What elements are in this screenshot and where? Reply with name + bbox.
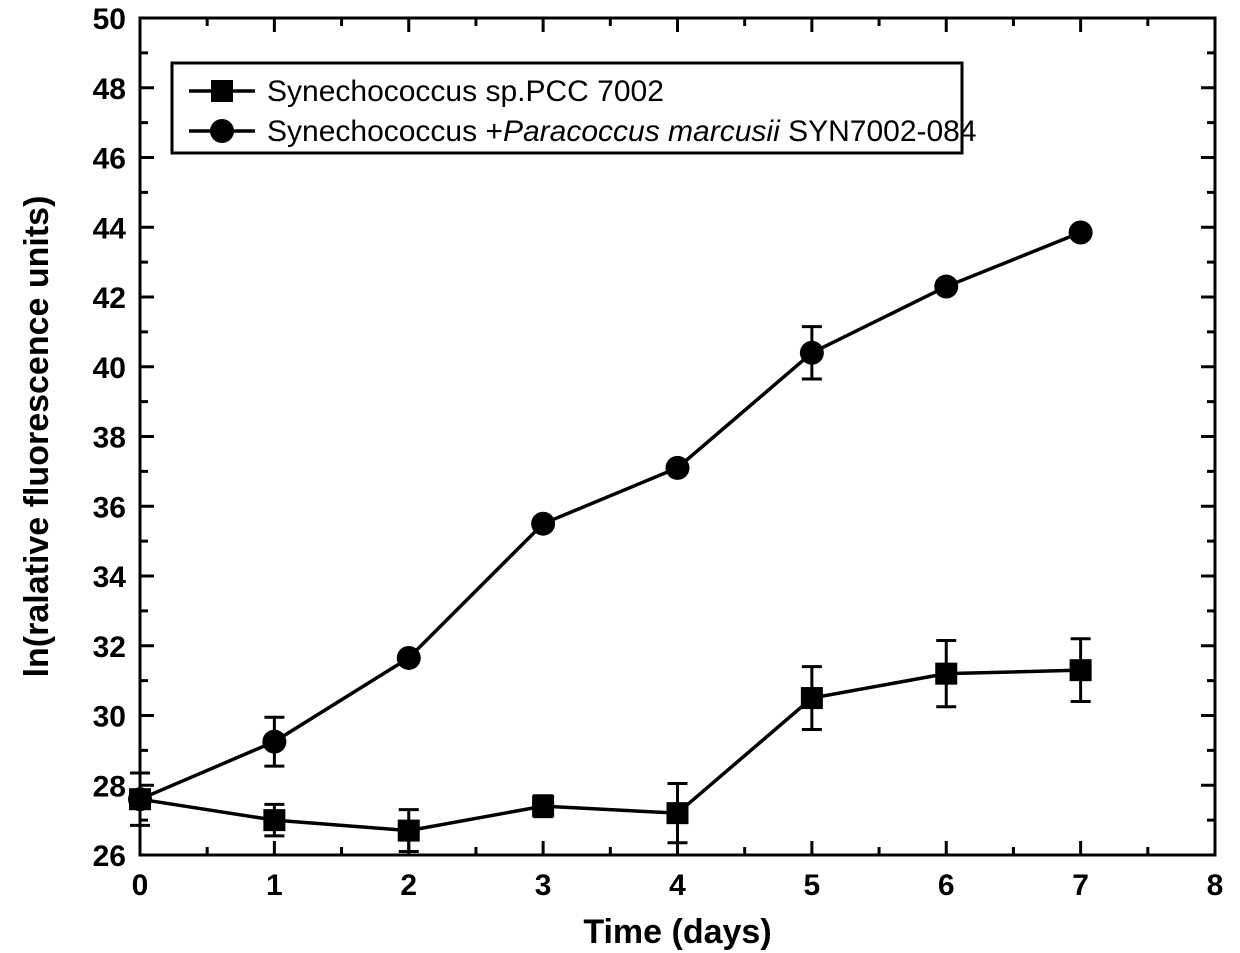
y-tick-label: 44 xyxy=(93,212,127,245)
y-tick-label: 32 xyxy=(93,631,126,664)
marker-square xyxy=(398,820,420,842)
y-tick-label: 46 xyxy=(93,143,126,176)
marker-circle xyxy=(666,456,690,480)
y-tick-label: 42 xyxy=(93,282,126,315)
x-axis-label: Time (days) xyxy=(583,913,771,951)
marker-circle xyxy=(1069,220,1093,244)
y-tick-label: 50 xyxy=(93,3,126,36)
x-tick-label: 7 xyxy=(1072,869,1089,902)
marker-square xyxy=(263,809,285,831)
series-line-synechococcus_paracoccus xyxy=(140,232,1081,799)
marker-circle xyxy=(800,341,824,365)
x-tick-label: 4 xyxy=(669,869,686,902)
marker-square xyxy=(1070,659,1092,681)
marker-square xyxy=(935,663,957,685)
y-tick-label: 36 xyxy=(93,491,126,524)
marker-square xyxy=(801,687,823,709)
chart-container: 01234567826283032343638404244464850Time … xyxy=(0,0,1240,953)
growth-chart: 01234567826283032343638404244464850Time … xyxy=(0,0,1240,953)
y-axis-label: ln(ralative fluorescence units) xyxy=(18,196,56,678)
x-tick-label: 0 xyxy=(132,869,149,902)
y-tick-label: 34 xyxy=(93,561,127,594)
legend-marker-square xyxy=(211,80,233,102)
legend-marker-circle xyxy=(210,119,234,143)
x-tick-label: 6 xyxy=(938,869,955,902)
marker-square xyxy=(532,795,554,817)
y-tick-label: 48 xyxy=(93,73,126,106)
x-tick-label: 5 xyxy=(804,869,821,902)
marker-circle xyxy=(128,787,152,811)
x-tick-label: 3 xyxy=(535,869,552,902)
legend-label: Synechococcus sp.PCC 7002 xyxy=(267,75,664,108)
y-tick-label: 38 xyxy=(93,422,126,455)
y-tick-label: 30 xyxy=(93,701,126,734)
marker-square xyxy=(667,802,689,824)
x-tick-label: 8 xyxy=(1207,869,1224,902)
marker-circle xyxy=(934,275,958,299)
y-tick-label: 26 xyxy=(93,840,126,873)
legend: Synechococcus sp.PCC 7002 Synechococcus +… xyxy=(172,63,977,153)
x-tick-label: 1 xyxy=(266,869,283,902)
marker-circle xyxy=(531,512,555,536)
legend-label: Synechococcus +Paracoccus marcusii SYN70… xyxy=(267,115,977,148)
marker-circle xyxy=(397,646,421,670)
y-tick-label: 28 xyxy=(93,770,126,803)
y-tick-label: 40 xyxy=(93,352,126,385)
x-tick-label: 2 xyxy=(400,869,417,902)
series-synechococcus_paracoccus xyxy=(128,220,1093,811)
marker-circle xyxy=(262,730,286,754)
